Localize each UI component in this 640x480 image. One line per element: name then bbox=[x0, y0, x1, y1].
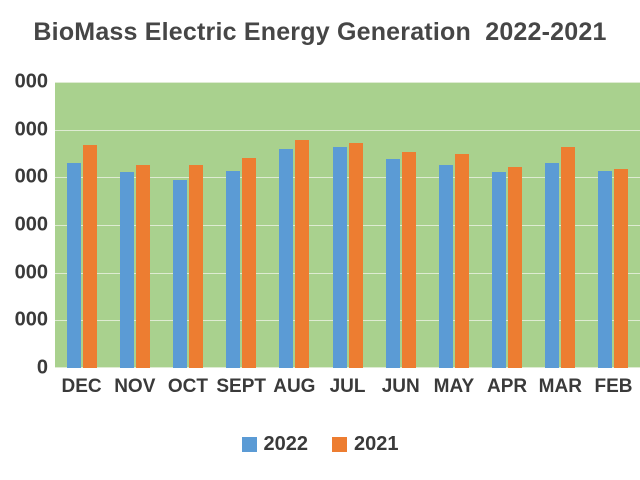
x-axis-tick-label: AUG bbox=[273, 376, 316, 397]
bar-2022-MAY[interactable] bbox=[438, 164, 453, 368]
bar-2022-SEPT[interactable] bbox=[226, 171, 241, 368]
x-axis-tick-label: JUL bbox=[329, 376, 366, 397]
x-axis: DEC NOV OCT SEPT AUG JUL JUN MAY APR MAR FEB bbox=[55, 370, 640, 404]
legend-entry-2021[interactable]: 2021 bbox=[332, 433, 399, 456]
x-axis-tick-label: MAR bbox=[538, 376, 582, 397]
bar-2021-APR[interactable] bbox=[508, 166, 523, 368]
bar-2022-DEC[interactable] bbox=[66, 163, 81, 368]
bar-group bbox=[55, 82, 108, 368]
bar-2022-OCT[interactable] bbox=[172, 180, 187, 368]
gridline bbox=[55, 225, 640, 226]
bar-2022-FEB[interactable] bbox=[598, 171, 613, 368]
y-axis-tick-label: 000 bbox=[14, 213, 48, 236]
y-axis: 000 000 000 000 000 000 0 bbox=[0, 71, 50, 379]
gridline bbox=[55, 129, 640, 131]
plot-area bbox=[55, 82, 640, 368]
y-axis-tick-label: 000 bbox=[14, 308, 48, 331]
bar-group bbox=[108, 82, 161, 368]
bar-2021-JUL[interactable] bbox=[348, 143, 363, 368]
bar-2021-FEB[interactable] bbox=[614, 169, 629, 368]
x-axis-tick-label: MAY bbox=[433, 376, 475, 397]
legend-entry-2022[interactable]: 2022 bbox=[241, 432, 309, 456]
bar-group bbox=[374, 82, 427, 368]
bar-2021-MAR[interactable] bbox=[561, 146, 576, 368]
gridline bbox=[55, 367, 640, 368]
gridline bbox=[55, 272, 640, 274]
legend-label: 2022 bbox=[263, 432, 309, 455]
x-axis-tick-label: FEB bbox=[594, 376, 633, 397]
bar-2021-MAY[interactable] bbox=[454, 153, 469, 368]
x-axis-tick-label: NOV bbox=[114, 376, 156, 397]
bar-group bbox=[481, 82, 534, 368]
bar-group bbox=[587, 82, 640, 368]
bar-2021-SEPT[interactable] bbox=[242, 158, 257, 368]
bar-2021-DEC[interactable] bbox=[82, 144, 97, 368]
legend-label: 2021 bbox=[354, 432, 399, 455]
chart-legend: 2022 2021 bbox=[0, 428, 640, 460]
bar-2021-JUN[interactable] bbox=[401, 152, 416, 368]
gridline bbox=[55, 320, 640, 322]
bar-group bbox=[534, 82, 587, 368]
bar-group bbox=[268, 82, 321, 368]
legend-swatch-icon bbox=[332, 436, 347, 452]
bar-2021-NOV[interactable] bbox=[135, 164, 150, 368]
bar-2021-OCT[interactable] bbox=[188, 164, 203, 368]
bar-2022-APR[interactable] bbox=[492, 172, 507, 368]
gridline bbox=[55, 177, 640, 179]
x-axis-tick-label: APR bbox=[487, 376, 528, 397]
bar-2022-JUN[interactable] bbox=[385, 159, 400, 368]
bar-2022-AUG[interactable] bbox=[279, 149, 294, 368]
bar-2022-NOV[interactable] bbox=[119, 172, 134, 368]
y-axis-tick-label: 000 bbox=[14, 261, 48, 284]
y-axis-tick-label: 000 bbox=[14, 118, 48, 141]
bars-layer bbox=[55, 82, 640, 368]
x-axis-tick-label: JUN bbox=[381, 376, 420, 397]
y-axis-tick-label: 0 bbox=[36, 356, 48, 379]
bar-group bbox=[427, 82, 480, 368]
bar-group bbox=[321, 82, 374, 368]
x-axis-tick-label: DEC bbox=[61, 376, 102, 397]
legend-swatch-icon bbox=[241, 436, 257, 452]
x-axis-tick-label: SEPT bbox=[216, 376, 266, 397]
y-axis-tick-label: 000 bbox=[14, 70, 48, 93]
x-axis-tick-label: OCT bbox=[167, 376, 209, 397]
bar-2022-MAR[interactable] bbox=[545, 163, 560, 368]
y-axis-tick-label: 000 bbox=[14, 165, 48, 188]
bar-group bbox=[215, 82, 268, 368]
bar-group bbox=[161, 82, 214, 368]
bar-2022-JUL[interactable] bbox=[332, 147, 347, 368]
gridline bbox=[55, 82, 640, 83]
chart-title: BioMass Electric Energy Generation 2022-… bbox=[33, 18, 607, 46]
bar-2021-AUG[interactable] bbox=[295, 140, 310, 368]
